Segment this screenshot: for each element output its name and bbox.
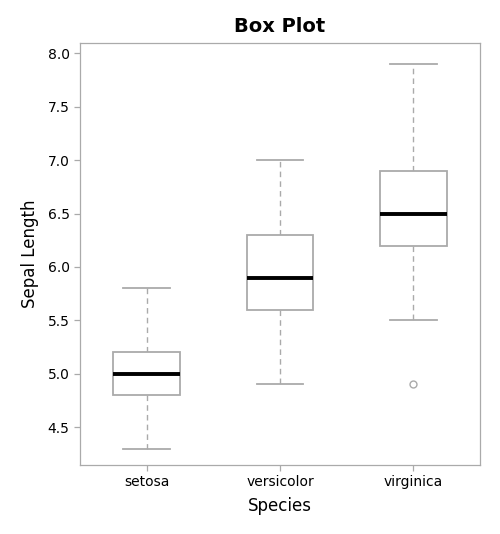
Title: Box Plot: Box Plot — [234, 17, 326, 36]
Bar — [246, 235, 314, 310]
Bar — [380, 171, 446, 246]
Y-axis label: Sepal Length: Sepal Length — [21, 199, 39, 308]
X-axis label: Species: Species — [248, 497, 312, 515]
Bar — [114, 352, 180, 395]
